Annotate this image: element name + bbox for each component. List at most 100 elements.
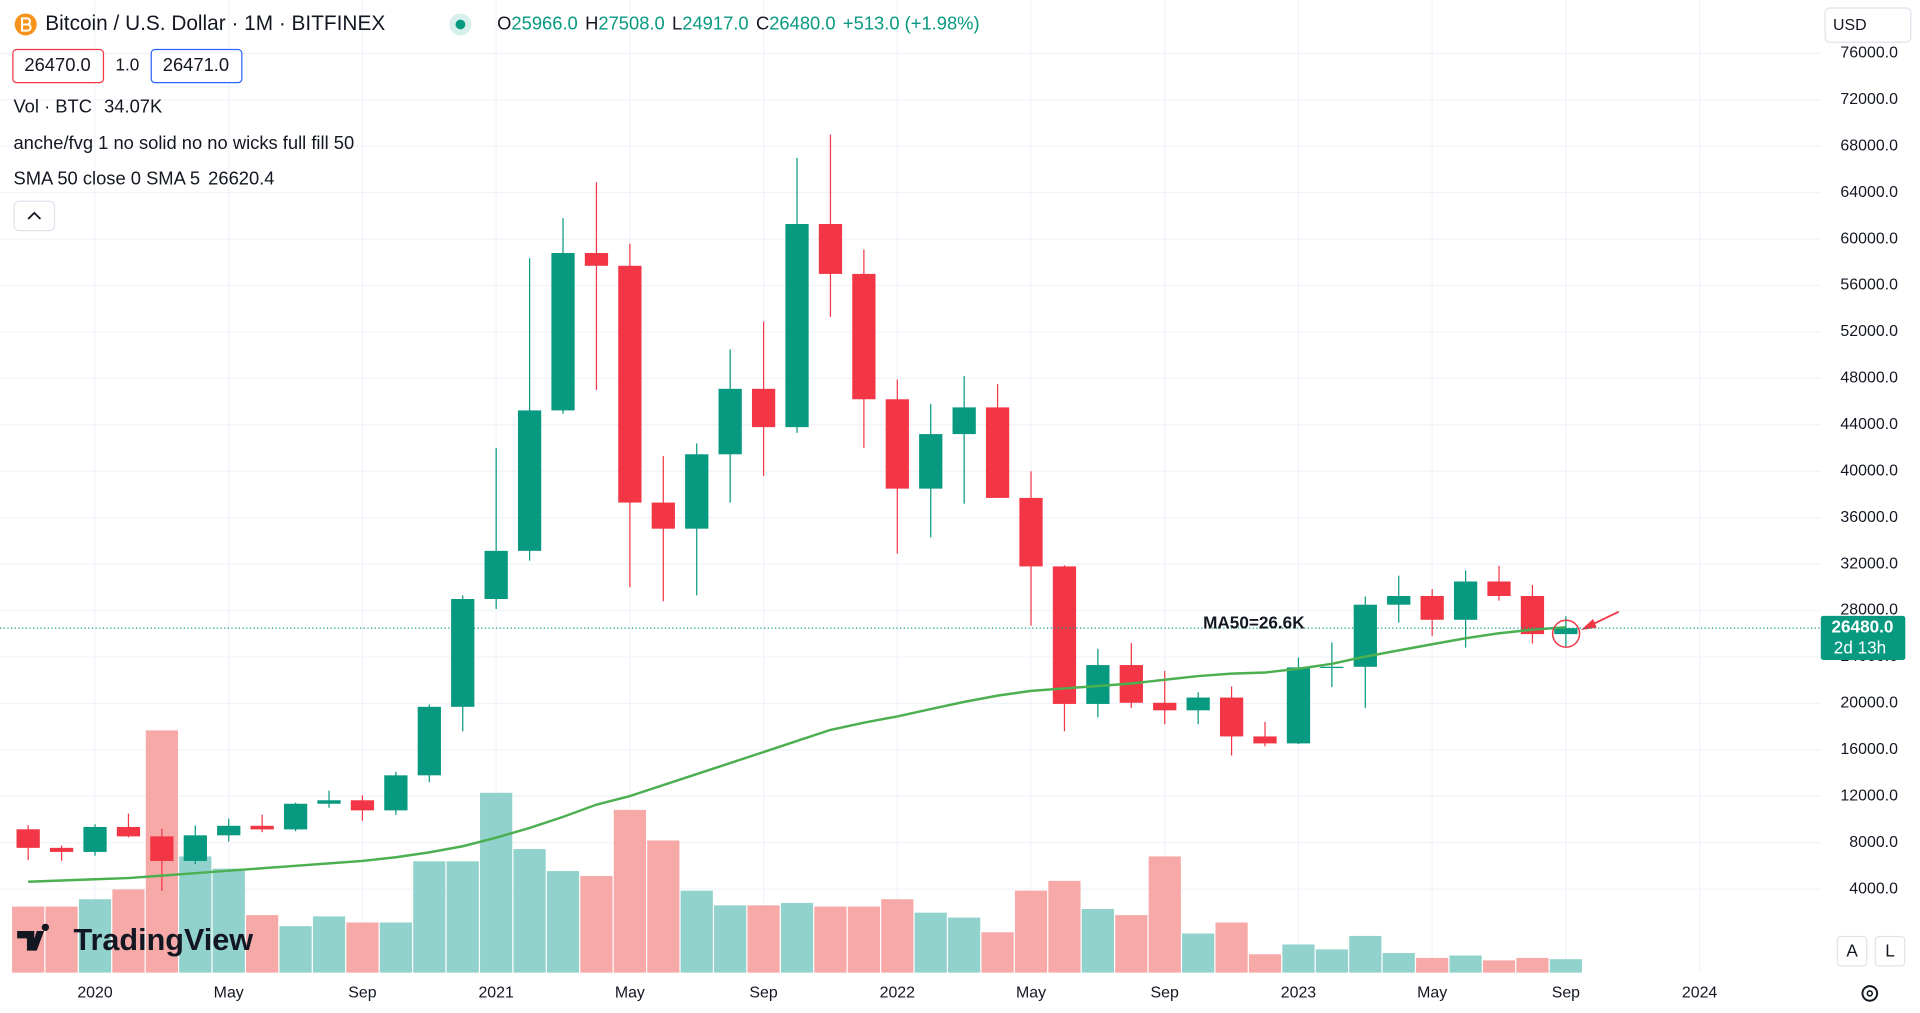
volume-bar xyxy=(1014,890,1048,973)
auto-scale-button[interactable] xyxy=(1836,935,1868,967)
collapse-icon xyxy=(27,211,42,220)
y-tick-label: 12000.0 xyxy=(1840,787,1898,804)
sma-legend[interactable]: SMA 50 close 0 SMA 5 xyxy=(13,168,200,189)
candle-body xyxy=(551,253,575,411)
ohlc-label: L xyxy=(672,12,682,33)
y-tick-label: 28000.0 xyxy=(1840,602,1898,619)
y-tick-label: 36000.0 xyxy=(1840,509,1898,526)
auto-scale: A xyxy=(1846,940,1858,960)
volume-bar xyxy=(780,902,814,973)
annotation: MA50=26.6K xyxy=(1203,612,1305,632)
x-tick-label: 2020 xyxy=(77,985,113,1002)
volume-bar xyxy=(1382,953,1415,973)
market-status-dot xyxy=(455,19,466,30)
ohlc-label: O xyxy=(497,12,511,33)
currency-button[interactable] xyxy=(1824,7,1912,43)
candle-body xyxy=(885,399,909,489)
volume-bar xyxy=(1416,957,1449,973)
volume-bar xyxy=(914,912,947,973)
log-scale: L xyxy=(1885,940,1895,960)
volume-bar xyxy=(1115,915,1148,973)
candle-body xyxy=(484,550,508,600)
settings-icon-center xyxy=(1866,990,1874,997)
y-tick-label: 52000.0 xyxy=(1840,323,1898,340)
volume-bar xyxy=(212,868,245,973)
y-tick-label: 16000.0 xyxy=(1840,741,1898,758)
ohlc-value: 24917.0 xyxy=(682,12,748,33)
volume-bar xyxy=(714,905,747,973)
x-tick-label: Sep xyxy=(1552,985,1580,1002)
last-price-tag xyxy=(1820,615,1906,660)
volume-bar xyxy=(1349,935,1382,973)
volume-bar xyxy=(1482,960,1516,973)
volume-bar xyxy=(1148,856,1181,973)
volume-bar xyxy=(948,917,981,973)
volume-bar xyxy=(279,926,312,973)
y-tick-label: 68000.0 xyxy=(1840,137,1898,154)
volume-bar xyxy=(1215,922,1248,973)
x-tick-label: May xyxy=(214,985,244,1002)
x-tick-label: Sep xyxy=(749,985,777,1002)
candle-body xyxy=(651,502,675,529)
y-tick-label: 40000.0 xyxy=(1840,462,1898,479)
x-tick-label: 2023 xyxy=(1281,985,1317,1002)
collapse-button[interactable] xyxy=(13,200,56,232)
candle-body xyxy=(350,800,375,811)
volume-bar xyxy=(1081,909,1114,973)
highlight-circle xyxy=(1551,619,1581,648)
ohlc-legend: O25966.0 H27508.0 L24917.0 C26480.0 +513.0 (… xyxy=(497,12,979,33)
candle-body xyxy=(1387,595,1411,605)
volume-bar xyxy=(1248,954,1282,973)
ask-box[interactable] xyxy=(150,48,243,84)
volume-bar xyxy=(246,915,279,973)
volume-bar xyxy=(1449,955,1482,973)
candle-body xyxy=(919,434,943,489)
x-tick-label: May xyxy=(615,985,645,1002)
volume-bar xyxy=(1315,949,1348,973)
volume-bar xyxy=(881,899,914,973)
candle-body xyxy=(116,826,141,837)
volume-bar xyxy=(546,871,580,973)
candle-body xyxy=(1453,581,1478,620)
y-tick-label: 56000.0 xyxy=(1840,277,1898,294)
x-tick-label: 2022 xyxy=(880,985,916,1002)
volume-bar xyxy=(446,861,479,973)
candle-body xyxy=(751,388,776,428)
x-tick-label: May xyxy=(1417,985,1447,1002)
candle-body xyxy=(985,407,1010,498)
candle-body xyxy=(1086,665,1110,704)
settings-icon[interactable] xyxy=(1861,985,1879,1002)
candle-body xyxy=(384,775,408,811)
sma-line xyxy=(28,626,1566,883)
volume-legend[interactable]: Vol · BTC xyxy=(13,96,92,117)
bid: 26470.0 xyxy=(24,54,90,75)
candle-body xyxy=(1253,736,1277,744)
arrow-head xyxy=(1580,619,1597,631)
price-pane xyxy=(16,134,1578,891)
volume-bar xyxy=(1282,944,1315,973)
symbol-title[interactable]: Bitcoin / U.S. Dollar · 1M · BITFINEX xyxy=(45,12,385,35)
candle-body xyxy=(1219,697,1244,737)
y-tick-label: 20000.0 xyxy=(1840,695,1898,712)
volume-bar xyxy=(379,922,412,973)
x-tick-label: 2021 xyxy=(478,985,514,1002)
volume-bar xyxy=(312,916,346,973)
candle-body xyxy=(618,265,642,503)
candle-body xyxy=(1186,697,1210,711)
y-tick-label: 60000.0 xyxy=(1840,230,1898,247)
volume-bar xyxy=(1048,880,1081,973)
y-tick-label: 8000.0 xyxy=(1849,834,1898,851)
countdown: 2d 13h xyxy=(1834,637,1886,657)
bid-box[interactable] xyxy=(12,48,105,84)
log-scale-button[interactable] xyxy=(1874,935,1906,967)
fvg-legend[interactable]: anche/fvg 1 no solid no no wicks full fi… xyxy=(13,132,354,153)
candle-body xyxy=(16,829,40,848)
brand[interactable]: TradingView xyxy=(73,923,253,957)
currency: USD xyxy=(1833,17,1867,34)
volume-bar xyxy=(78,899,112,973)
y-tick-label: 72000.0 xyxy=(1840,91,1898,108)
sma-legend-value: 26620.4 xyxy=(208,168,274,189)
volume-bar xyxy=(1549,959,1582,973)
